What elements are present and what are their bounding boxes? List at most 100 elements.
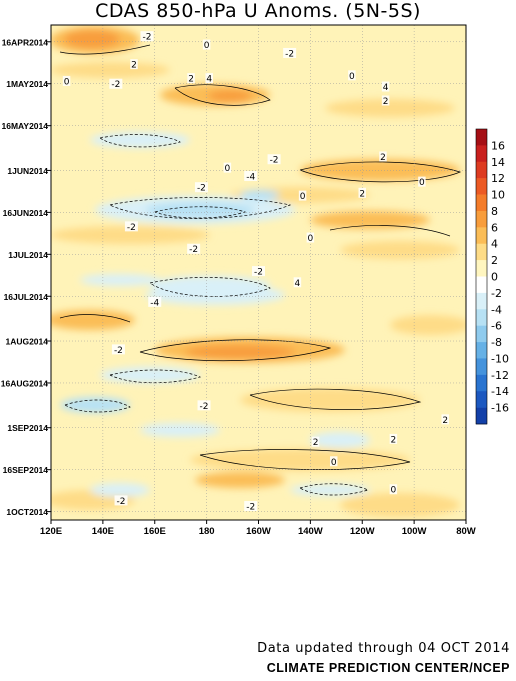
contour-label: 2 — [130, 59, 138, 71]
contour-line — [59, 44, 151, 55]
y-tick-label: 16JUN2014 — [3, 208, 49, 218]
svg-text:-2: -2 — [246, 503, 255, 513]
y-tick-label: 1MAY2014 — [6, 79, 48, 89]
y-tick-label: 16AUG2014 — [1, 378, 49, 388]
svg-text:2: 2 — [442, 416, 448, 426]
colorbar-swatch — [476, 391, 487, 408]
colorbar-swatch — [476, 260, 487, 277]
x-tick-label: 120E — [40, 526, 62, 537]
colorbar-label: -2 — [491, 287, 502, 300]
contour-label: 2 — [379, 151, 387, 163]
contour-label: -2 — [267, 154, 281, 166]
contour-label: 4 — [205, 73, 213, 85]
colorbar-label: 2 — [491, 254, 498, 267]
colorbar-frame — [475, 128, 488, 425]
contour-label: 2 — [187, 73, 195, 85]
easterly-anomaly — [145, 202, 255, 218]
easterly-anomaly — [290, 484, 370, 496]
contour-label: 2 — [358, 187, 366, 199]
westerly-anomaly — [195, 472, 285, 488]
contour-label: 2 — [311, 436, 320, 448]
westerly-anomaly — [325, 99, 455, 117]
colorbar-swatch — [476, 227, 487, 245]
colorbar-swatch — [476, 129, 487, 146]
colorbar-swatch — [476, 276, 487, 294]
westerly-anomaly — [240, 388, 420, 412]
contour-line — [64, 399, 131, 413]
contour-line — [329, 225, 451, 237]
svg-text:-4: -4 — [150, 298, 159, 308]
svg-text:2: 2 — [313, 438, 319, 448]
contour-line — [249, 388, 422, 410]
contour-label: -2 — [187, 243, 201, 255]
colorbar-label: 8 — [491, 205, 498, 218]
westerly-anomaly — [190, 449, 410, 471]
contour-label: -2 — [283, 47, 297, 59]
contour-label: 0 — [306, 232, 315, 244]
colorbar-label: 10 — [491, 189, 505, 202]
contour-label: 0 — [348, 70, 356, 82]
colorbar-label: 4 — [491, 238, 498, 251]
westerly-anomaly — [310, 211, 430, 229]
x-tick-label: 160W — [246, 526, 271, 537]
contour-label: 2 — [389, 433, 398, 445]
easterly-anomaly — [60, 397, 130, 413]
contour-line — [174, 84, 271, 106]
x-tick-label: 80W — [456, 526, 476, 537]
svg-text:0: 0 — [204, 41, 210, 51]
x-tick-label: 100W — [402, 526, 427, 537]
x-tick-label: 160E — [144, 526, 166, 537]
colorbar-swatch — [476, 358, 487, 376]
svg-text:-2: -2 — [117, 497, 126, 507]
colorbar-swatch — [476, 407, 487, 425]
contour-labels: -2 2 0 2 4 -2 0 -2 0 4 2 -2 0 -4 -2 0 2 2 0 -2 -2 0 -2 4 -4 -2 -2 2… — [62, 31, 449, 513]
y-tick-label: 16JUL2014 — [4, 292, 49, 302]
organization-credit: CLIMATE PREDICTION CENTER/NCEP — [266, 661, 510, 675]
svg-text:-2: -2 — [197, 184, 206, 194]
contour-line — [139, 339, 332, 362]
easterly-anomaly — [310, 432, 370, 448]
svg-text:-2: -2 — [142, 33, 151, 43]
colorbar-swatch — [476, 342, 487, 359]
contour-label: 0 — [418, 176, 426, 188]
svg-text:2: 2 — [359, 189, 365, 199]
x-tick-label: 120W — [350, 526, 375, 537]
contour-line — [109, 197, 292, 219]
contour-label: 0 — [223, 162, 232, 174]
contour-line — [109, 369, 202, 384]
chart-title: CDAS 850-hPa U Anoms. (5N-5S) — [95, 0, 421, 22]
contour-label: -2 — [140, 31, 154, 43]
svg-text:2: 2 — [188, 75, 194, 85]
y-tick-label: 1OCT2014 — [6, 507, 48, 517]
contour-label: 4 — [293, 277, 302, 289]
contour-label: -2 — [111, 344, 125, 356]
colorbar-label: 14 — [491, 156, 505, 169]
y-tick-label: 16MAY2014 — [2, 121, 49, 131]
svg-text:0: 0 — [225, 164, 231, 174]
svg-text:4: 4 — [295, 279, 301, 289]
y-tick-label: 1SEP2014 — [7, 423, 48, 433]
colorbar: 16 14 12 10 8 6 4 2 0 -2 -4 -6 -8 -10 -12 -14 -16 — [475, 128, 509, 425]
svg-text:0: 0 — [308, 234, 314, 244]
y-tick-label: 1JUN2014 — [7, 166, 48, 176]
contour-line — [59, 314, 131, 323]
colorbar-swatch — [476, 194, 487, 212]
svg-text:-2: -2 — [189, 245, 198, 255]
svg-text:0: 0 — [331, 458, 337, 468]
westerly-anomaly — [340, 493, 460, 517]
colorbar-label: -4 — [491, 303, 502, 316]
contour-label: 0 — [62, 75, 71, 87]
svg-text:0: 0 — [64, 77, 70, 87]
gridlines — [51, 25, 466, 520]
svg-text:-2: -2 — [127, 223, 136, 233]
colorbar-label: 12 — [491, 172, 505, 185]
colorbar-label: -16 — [491, 402, 509, 415]
x-tick-label: 140E — [92, 526, 114, 537]
colorbar-label: -14 — [491, 385, 509, 398]
colorbar-label: -8 — [491, 336, 502, 349]
colorbar-label: 6 — [491, 221, 498, 234]
contour-label: -2 — [244, 501, 258, 513]
easterly-anomaly — [145, 285, 285, 305]
data-updated-note: Data updated through 04 OCT 2014 — [257, 641, 510, 656]
contour-line — [299, 161, 462, 183]
